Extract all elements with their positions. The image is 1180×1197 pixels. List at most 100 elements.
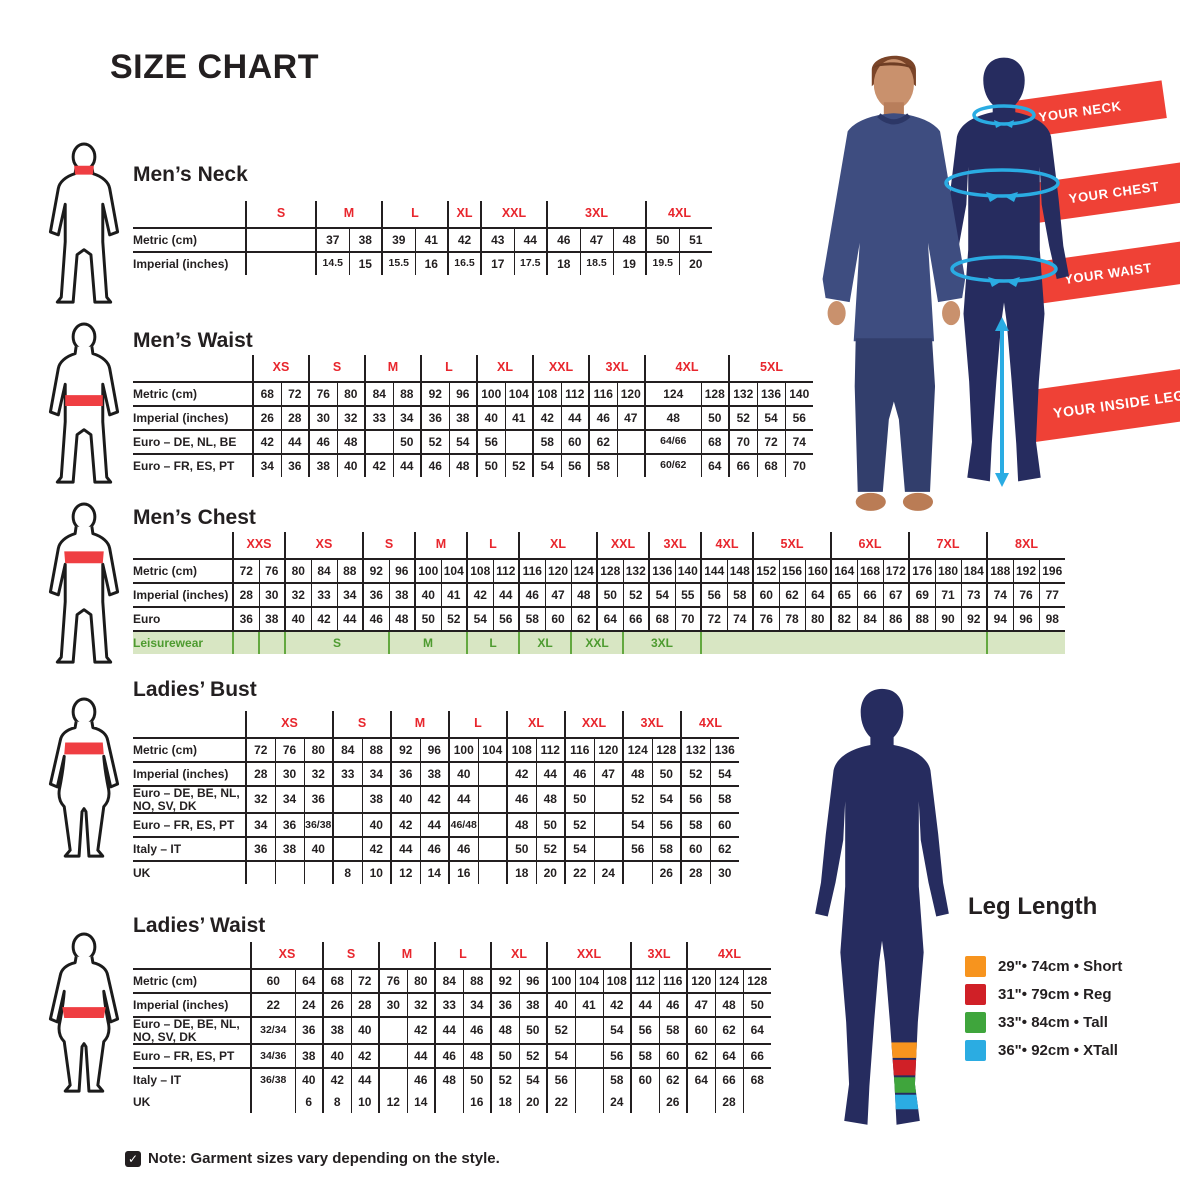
- size-cell: 104: [440, 558, 467, 583]
- size-cell: [742, 1091, 771, 1114]
- size-group-header: 7XL: [908, 532, 987, 559]
- size-cell: 8: [322, 1091, 351, 1114]
- size-cell: 72: [700, 606, 727, 631]
- size-cell: 32: [336, 405, 365, 430]
- size-cell: 30: [274, 761, 304, 786]
- size-cell: 10: [350, 1091, 379, 1114]
- size-cell: 40: [294, 1067, 323, 1092]
- size-cell: 42: [532, 405, 561, 430]
- row-label: Metric (cm): [133, 968, 251, 993]
- leg-length-legend: 29"• 74cm • Short 31"• 79cm • Reg 33"• 84c…: [965, 956, 1122, 1068]
- size-cell: 54: [651, 784, 681, 814]
- size-cell: XXL: [570, 630, 623, 654]
- size-cell: 65: [830, 582, 857, 607]
- size-cell: 32: [303, 761, 333, 786]
- size-cell: 73: [960, 582, 987, 607]
- size-cell: 124: [622, 737, 652, 762]
- size-cell: 46: [434, 1043, 463, 1069]
- size-group-header: L: [466, 532, 519, 559]
- size-cell: 68: [648, 606, 675, 631]
- size-cell: 20: [535, 860, 565, 885]
- row-label: Euro – DE, NL, BE: [133, 429, 253, 454]
- size-cell: 24: [602, 1091, 631, 1114]
- row-label: Euro – DE, BE, NL, NO, SV, DK: [133, 1015, 251, 1045]
- size-group-header: M: [364, 355, 421, 382]
- row-label: Imperial (inches): [133, 761, 246, 786]
- row-label: Leisurewear: [133, 630, 233, 654]
- size-cell: [616, 429, 645, 454]
- size-cell: 60: [686, 1015, 715, 1045]
- male-neck-figure-icon: [48, 142, 120, 304]
- size-group-header: XS: [250, 942, 323, 969]
- size-cell: 112: [492, 558, 519, 583]
- size-cell: 46: [406, 1067, 435, 1092]
- size-cell: 44: [350, 1067, 379, 1092]
- size-cell: 52: [490, 1067, 519, 1092]
- size-cell: 40: [350, 1015, 379, 1045]
- size-cell: 18: [546, 251, 580, 275]
- size-cell: 50: [462, 1067, 491, 1092]
- size-cell: 72: [280, 381, 309, 406]
- size-group-header: XS: [284, 532, 363, 559]
- mens-waist-table: XS S M L XL XXL 3XL 4XL 5XL Metric (cm) 68 72 76 80 84…: [133, 355, 813, 477]
- size-cell: 42: [322, 1067, 351, 1092]
- size-cell: 22: [546, 1091, 575, 1114]
- size-cell: 60: [250, 968, 295, 993]
- size-cell: 112: [535, 737, 565, 762]
- row-label: Italy – IT: [133, 1067, 251, 1092]
- size-group-header: M: [315, 201, 382, 228]
- size-cell: 136: [756, 381, 785, 406]
- reg-swatch-icon: [965, 984, 986, 1005]
- size-cell: 38: [388, 582, 415, 607]
- size-cell: 56: [651, 812, 681, 838]
- size-cell: 46: [658, 992, 687, 1017]
- size-cell: 46: [564, 761, 594, 786]
- size-cell: 68: [756, 453, 785, 477]
- size-table-corner: [133, 201, 246, 228]
- size-cell: [378, 1015, 407, 1045]
- size-cell: 124: [644, 381, 701, 406]
- size-cell: 74: [784, 429, 813, 454]
- size-cell: 32: [245, 784, 275, 814]
- size-cell: 42: [310, 606, 337, 631]
- size-cell: [593, 836, 623, 862]
- size-cell: 46: [362, 606, 389, 631]
- size-cell: 88: [392, 381, 421, 406]
- size-cell: 84: [434, 968, 463, 993]
- size-cell: 47: [616, 405, 645, 430]
- size-cell: [477, 784, 507, 814]
- size-cell: 54: [518, 1067, 547, 1092]
- size-cell: 86: [882, 606, 909, 631]
- size-cell: 41: [414, 227, 448, 252]
- size-cell: 47: [544, 582, 571, 607]
- size-cell: [303, 860, 333, 885]
- size-cell: [700, 630, 987, 654]
- size-cell: 160: [804, 558, 831, 583]
- size-group-header: 6XL: [830, 532, 909, 559]
- mens-waist-title: Men’s Waist: [133, 329, 253, 352]
- size-cell: 19.5: [645, 251, 679, 275]
- size-cell: 104: [504, 381, 533, 406]
- size-cell: 16: [448, 860, 478, 885]
- size-cell: 50: [490, 1043, 519, 1069]
- size-cell: [378, 1067, 407, 1092]
- size-group-header: S: [362, 532, 415, 559]
- size-cell: XL: [518, 630, 571, 654]
- size-group-header: XXL: [546, 942, 631, 969]
- size-cell: 56: [784, 405, 813, 430]
- size-cell: L: [466, 630, 519, 654]
- size-cell: 184: [960, 558, 987, 583]
- leg-length-item: 29"• 74cm • Short: [965, 956, 1122, 977]
- size-cell: 58: [518, 606, 545, 631]
- size-group-header: XS: [245, 711, 333, 738]
- female-waist-figure-icon: [48, 932, 120, 1093]
- size-cell: 116: [518, 558, 545, 583]
- size-cell: 24: [294, 992, 323, 1017]
- size-cell: 128: [596, 558, 623, 583]
- size-cell: 71: [934, 582, 961, 607]
- size-cell: 94: [986, 606, 1013, 631]
- size-group-header: XXS: [232, 532, 285, 559]
- size-cell: 40: [476, 405, 505, 430]
- size-cell: 36: [303, 784, 333, 814]
- size-cell: 28: [280, 405, 309, 430]
